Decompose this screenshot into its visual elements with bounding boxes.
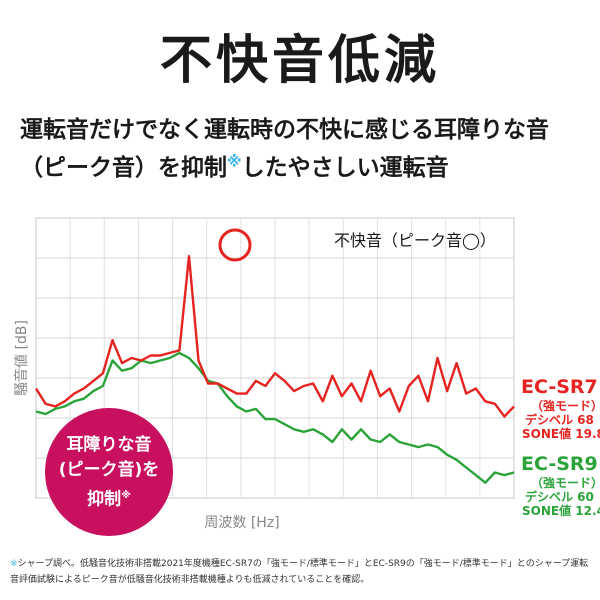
footnote-text: シャープ調べ。低騒音化技術非搭載2021年度機種EC-SR7の「強モード/標準モ… bbox=[10, 559, 589, 585]
peak-marker-circle bbox=[218, 228, 252, 262]
legend-ec-sr9-mode: （強モード） bbox=[531, 476, 600, 490]
note-mark: ※ bbox=[227, 152, 242, 171]
subtitle-line-1: 運転音だけでなく運転時の不快に感じる耳障りな音 bbox=[20, 117, 549, 143]
legend-ec-sr7-sone: SONE値 19.8 bbox=[522, 427, 600, 441]
subtitle-line-2-b: したやさしい運転音 bbox=[241, 155, 449, 181]
peak-annotation: 不快音（ピーク音◯） bbox=[334, 231, 496, 250]
badge-note-mark: ※ bbox=[121, 490, 131, 501]
legend-ec-sr9-sone: SONE値 12.4 bbox=[522, 504, 600, 518]
legend-ec-sr9-db: デシベル 60 bbox=[525, 490, 594, 504]
legend-ec-sr7-name: EC-SR7 bbox=[521, 376, 598, 398]
footnote-note-mark: ※ bbox=[10, 559, 18, 569]
legend-ec-sr9-name: EC-SR9 bbox=[521, 453, 598, 475]
series-line-ec-sr9 bbox=[35, 351, 515, 484]
subtitle-line-2: （ピーク音）を抑制※したやさしい運転音 bbox=[20, 148, 449, 182]
badge-line-3: 抑制※ bbox=[45, 483, 173, 513]
footnote: ※シャープ調べ。低騒音化技術非搭載2021年度機種EC-SR7の「強モード/標準… bbox=[10, 556, 592, 588]
x-axis-label: 周波数 [Hz] bbox=[204, 515, 279, 531]
badge-line-3-text: 抑制 bbox=[87, 489, 122, 510]
legend-ec-sr7-mode: （強モード） bbox=[531, 399, 600, 413]
subtitle-line-2-a: （ピーク音）を抑制 bbox=[20, 155, 227, 181]
badge-line-1: 耳障りな音 bbox=[66, 435, 152, 455]
y-axis-label: 騒音値 [dB] bbox=[13, 320, 30, 396]
badge-line-2: (ピーク音)を bbox=[58, 460, 160, 480]
legend-ec-sr7-db: デシベル 68 bbox=[525, 413, 594, 427]
series-line-ec-sr7 bbox=[34, 255, 515, 418]
peak-suppression-badge: 耳障りな音 (ピーク音)を 抑制※ bbox=[45, 408, 173, 536]
page-title: 不快音低減 bbox=[159, 31, 440, 91]
chart-series bbox=[34, 255, 515, 484]
